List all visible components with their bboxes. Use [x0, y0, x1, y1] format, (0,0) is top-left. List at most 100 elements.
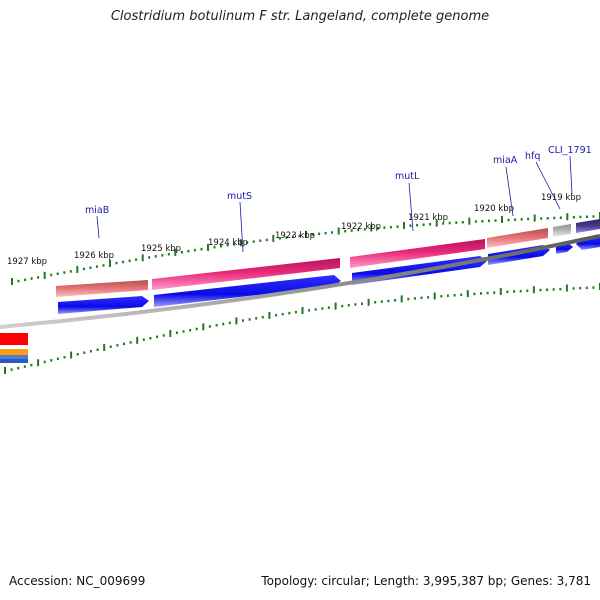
gene-label-miaa[interactable]: miaA	[493, 155, 518, 166]
inner-tick	[294, 310, 297, 314]
outer-tick	[481, 220, 484, 223]
inner-tick	[189, 328, 192, 332]
outer-tick	[50, 273, 53, 277]
left-edge-features	[0, 333, 28, 363]
outer-tick	[24, 278, 27, 282]
outer-tick	[154, 255, 157, 258]
inner-tick	[592, 286, 595, 289]
outer-tick	[135, 258, 138, 261]
outer-tick	[272, 234, 275, 242]
outer-tick	[370, 224, 373, 232]
gene-feature-miab[interactable]	[56, 280, 148, 297]
inner-tick	[367, 298, 370, 306]
inner-tick	[565, 284, 568, 292]
inner-tick	[248, 318, 251, 321]
outer-tick	[507, 218, 510, 222]
outer-tick	[579, 215, 582, 219]
inner-tick	[261, 316, 264, 319]
outer-tick	[246, 241, 249, 244]
outer-tick	[148, 256, 151, 259]
gene-label-hfq[interactable]: hfq	[525, 151, 540, 162]
callout-muts	[239, 201, 244, 253]
outer-tick	[278, 237, 281, 240]
inner-tick	[486, 291, 489, 295]
inner-tick	[30, 363, 33, 367]
kbp-label-1919: 1919 kbp	[541, 193, 581, 203]
gene-label-mutl[interactable]: mutL	[395, 171, 420, 182]
outer-tick	[527, 217, 530, 221]
outer-tick	[141, 254, 144, 262]
inner-tick	[123, 342, 125, 346]
gene-label-cli-1791[interactable]: CLI_1791	[548, 145, 592, 156]
cds-muts[interactable]	[154, 275, 341, 307]
gene-feature-steelblue[interactable]	[0, 355, 28, 359]
outer-tick	[95, 265, 98, 268]
inner-tick	[552, 288, 555, 291]
callout-miab	[96, 215, 100, 239]
outer-tick	[285, 236, 288, 239]
outer-tick	[357, 228, 360, 232]
inner-tick	[208, 325, 211, 328]
outer-tick	[174, 248, 177, 256]
inner-tick	[453, 294, 456, 297]
inner-tick	[215, 324, 218, 327]
gene-feature-miaa[interactable]	[487, 228, 548, 248]
cds-miab[interactable]	[58, 296, 149, 314]
outer-tick	[461, 221, 464, 224]
kbp-label-1920: 1920 kbp	[474, 204, 514, 214]
outer-tick	[337, 227, 340, 235]
callout-hfq	[535, 161, 561, 210]
outer-tick	[207, 243, 209, 251]
inner-tick	[109, 345, 112, 348]
outer-tick	[487, 219, 490, 223]
outer-tick	[305, 231, 307, 238]
gene-feature-orange[interactable]	[0, 349, 28, 355]
inner-tick	[202, 323, 205, 331]
gene-feature-blue-small[interactable]	[0, 359, 28, 363]
inner-tick	[301, 307, 304, 314]
inner-tick	[70, 351, 73, 359]
inner-tick	[387, 299, 390, 303]
outer-tick	[259, 239, 262, 242]
outer-tick	[43, 271, 46, 279]
inner-tick-marks	[4, 283, 600, 374]
inner-tick	[156, 335, 159, 339]
inner-tick	[37, 359, 40, 367]
outer-tick	[383, 226, 386, 229]
gene-feature-cli-1791[interactable]	[576, 219, 600, 233]
outer-tick	[63, 271, 66, 274]
inner-tick	[76, 353, 79, 356]
outer-tick	[30, 277, 33, 280]
outer-tick	[540, 217, 543, 220]
outer-tick	[566, 213, 569, 221]
gene-label-muts[interactable]: mutS	[227, 191, 252, 202]
kbp-label-1921: 1921 kbp	[408, 213, 448, 223]
inner-tick	[506, 290, 509, 294]
inner-tick	[235, 317, 238, 325]
outer-tick	[494, 219, 497, 222]
inner-tick	[473, 292, 476, 296]
inner-tick	[4, 367, 6, 374]
outer-tick	[468, 217, 471, 225]
inner-tick	[400, 295, 403, 303]
outer-tick	[89, 266, 92, 269]
inner-tick	[532, 286, 535, 294]
gene-feature-mutl[interactable]	[350, 239, 485, 268]
outer-tick	[56, 272, 59, 275]
gene-feature-muts[interactable]	[152, 258, 340, 290]
outer-tick	[17, 279, 20, 283]
gene-feature-hfq[interactable]	[553, 224, 571, 237]
inner-tick	[288, 311, 291, 315]
outer-tick	[11, 278, 13, 285]
outer-tick	[161, 254, 164, 257]
outer-tick	[187, 249, 190, 253]
kbp-label-1926: 1926 kbp	[74, 251, 114, 261]
inner-tick	[63, 356, 66, 359]
inner-tick	[169, 329, 172, 337]
genome-summary-text: Topology: circular; Length: 3,995,387 bp…	[261, 574, 591, 588]
outer-tick	[76, 265, 79, 273]
inner-tick	[585, 286, 588, 290]
gene-label-miab[interactable]: miaB	[85, 205, 109, 216]
gene-feature-red[interactable]	[0, 333, 28, 345]
